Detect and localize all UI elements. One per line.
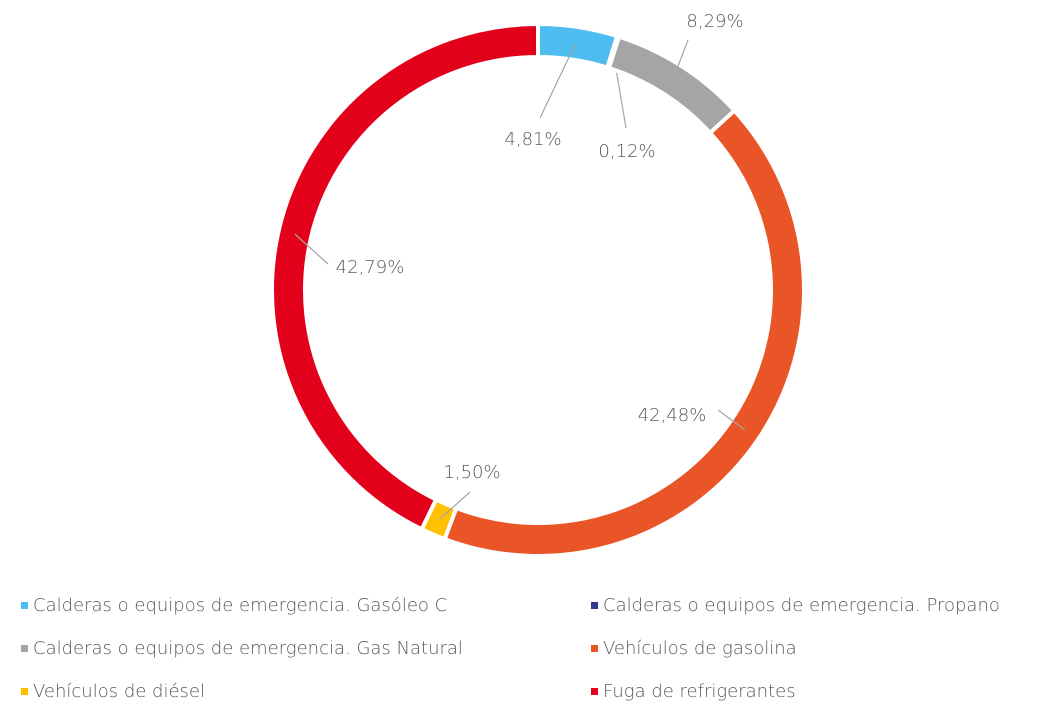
legend-marker xyxy=(21,602,28,609)
leader-line xyxy=(439,491,471,520)
donut-segment xyxy=(536,21,620,71)
legend-label: Calderas o equipos de emergencia. Propan… xyxy=(603,595,1000,616)
legend-label: Vehículos de gasolina xyxy=(603,638,797,659)
leader-line xyxy=(672,39,689,81)
leader-line xyxy=(294,233,329,265)
data-label: 42,48% xyxy=(638,405,707,426)
data-label: 0,12% xyxy=(598,141,655,162)
legend-marker xyxy=(21,645,28,652)
legend-marker xyxy=(591,602,598,609)
data-label: 1,50% xyxy=(443,462,500,483)
data-label: 42,79% xyxy=(336,257,405,278)
donut-segment xyxy=(442,107,806,558)
legend-label: Calderas o equipos de emergencia. Gasóle… xyxy=(33,595,447,616)
legend-label: Fuga de refrigerantes xyxy=(603,681,796,702)
donut-segment xyxy=(270,21,540,532)
legend-marker xyxy=(21,688,28,695)
leader-line xyxy=(539,43,577,119)
legend-marker xyxy=(591,645,598,652)
data-label: 8,29% xyxy=(686,11,743,32)
data-label: 4,81% xyxy=(504,129,561,150)
leader-line xyxy=(717,409,746,431)
legend-label: Calderas o equipos de emergencia. Gas Na… xyxy=(33,638,463,659)
donut-segment xyxy=(606,34,738,136)
legend-label: Vehículos de diésel xyxy=(33,681,205,702)
legend-marker xyxy=(591,688,598,695)
